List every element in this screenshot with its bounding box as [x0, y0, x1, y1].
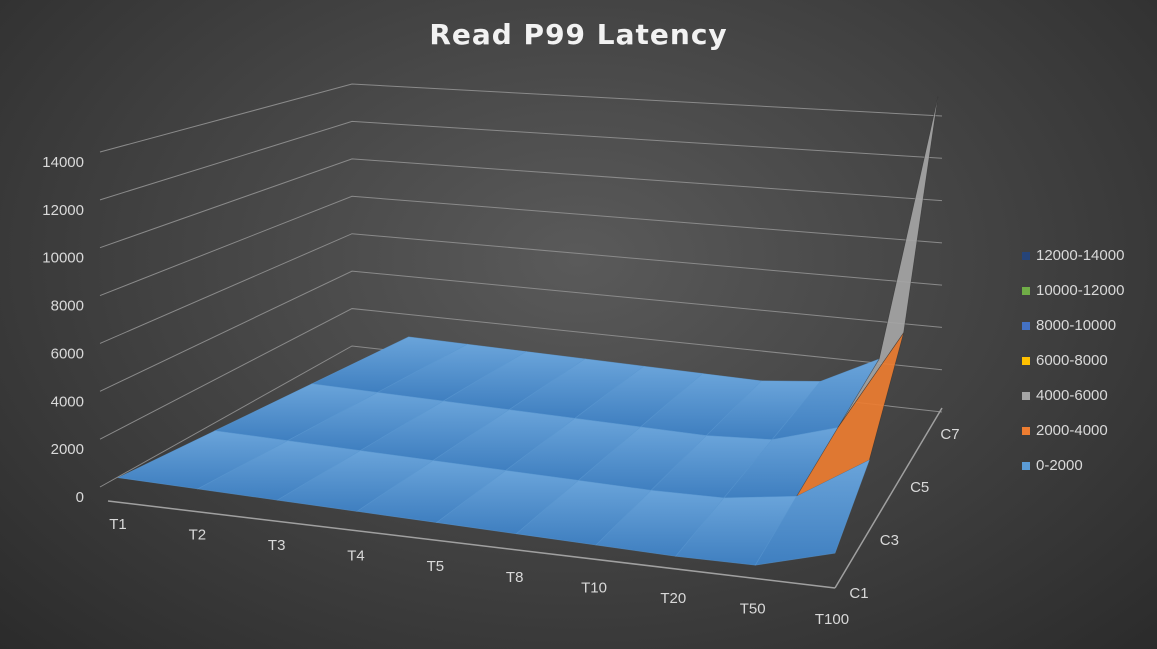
x-axis-line: [107, 500, 836, 589]
legend-label: 12000-14000: [1036, 247, 1125, 264]
x-tick-label: T100: [815, 611, 849, 628]
gridline: [99, 270, 943, 392]
legend-label: 4000-6000: [1036, 387, 1108, 404]
legend-swatch: [1022, 426, 1030, 435]
z-gridlines: [99, 83, 943, 488]
z-tick-label: 6000: [51, 345, 84, 362]
z-tick-label: 14000: [42, 154, 84, 171]
legend-swatch: [1022, 321, 1030, 330]
z-axis-ticks: 0 2000 4000 6000 8000 10000 12000 14000: [42, 154, 84, 506]
depth-tick-label: C7: [940, 426, 959, 443]
x-tick-label: T3: [268, 537, 286, 554]
z-tick-label: 4000: [51, 393, 84, 410]
legend-label: 8000-10000: [1036, 317, 1117, 334]
gridline: [99, 120, 943, 201]
legend-item: 2000-4000: [1022, 413, 1124, 448]
legend-item: 8000-10000: [1022, 308, 1124, 343]
z-tick-label: 10000: [42, 250, 84, 267]
x-tick-label: T2: [189, 527, 207, 544]
axis-lines: [107, 407, 943, 589]
legend-swatch: [1022, 461, 1030, 470]
x-tick-label: T10: [581, 579, 607, 596]
x-tick-label: T1: [109, 516, 127, 533]
surface: [116, 96, 939, 566]
depth-tick-label: C5: [910, 479, 929, 496]
legend-label: 6000-8000: [1036, 352, 1108, 369]
legend-item: 6000-8000: [1022, 343, 1124, 378]
x-tick-label: T8: [506, 569, 524, 586]
depth-axis-line: [834, 407, 943, 589]
depth-tick-label: C1: [849, 585, 868, 602]
legend-swatch: [1022, 391, 1030, 400]
gridline: [99, 233, 943, 344]
surface-cell: [754, 459, 870, 566]
z-tick-label: 0: [76, 489, 84, 506]
legend-label: 2000-4000: [1036, 422, 1108, 439]
legend-item: 10000-12000: [1022, 273, 1124, 308]
x-tick-label: T5: [427, 558, 445, 575]
legend-swatch: [1022, 356, 1030, 365]
x-tick-label: T50: [740, 600, 766, 617]
legend-item: 4000-6000: [1022, 378, 1124, 413]
legend-swatch: [1022, 286, 1030, 295]
chart-title: Read P99 Latency: [429, 18, 728, 51]
x-axis-ticks: T1 T2 T3 T4 T5 T8 T10 T20 T50 T100: [109, 516, 849, 628]
x-tick-label: T4: [347, 548, 365, 565]
legend-item: 12000-14000: [1022, 238, 1124, 273]
z-tick-label: 2000: [51, 441, 84, 458]
z-tick-label: 12000: [42, 202, 84, 219]
legend-label: 0-2000: [1036, 457, 1083, 474]
gridline: [99, 158, 943, 249]
legend: 12000-14000 10000-12000 8000-10000 6000-800…: [1022, 238, 1124, 483]
gridline: [99, 308, 943, 440]
legend-swatch: [1022, 251, 1030, 260]
gridline: [99, 195, 943, 297]
legend-item: 0-2000: [1022, 448, 1124, 483]
depth-axis-ticks: C1 C3 C5 C7: [849, 426, 959, 602]
legend-label: 10000-12000: [1036, 282, 1125, 299]
x-tick-label: T20: [660, 590, 686, 607]
gridline: [99, 83, 943, 153]
z-tick-label: 8000: [51, 298, 84, 315]
depth-tick-label: C3: [880, 532, 899, 549]
